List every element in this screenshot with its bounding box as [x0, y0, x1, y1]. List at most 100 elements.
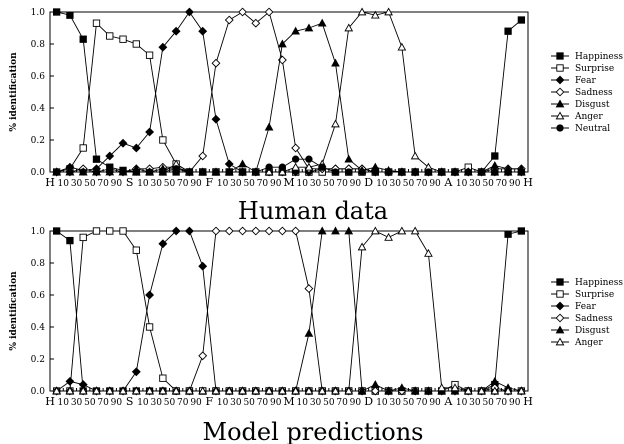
data-point: [119, 168, 127, 176]
x-tick-label: 50: [164, 179, 176, 189]
data-point: [199, 168, 207, 176]
data-point: [52, 168, 61, 176]
x-tick-label: 90: [350, 398, 362, 408]
data-point: [92, 386, 101, 395]
data-point: [490, 376, 500, 385]
data-point: [211, 386, 221, 395]
legend: Happiness Surprise Fear Sadness Disgust Anger: [551, 278, 623, 348]
y-tick-label: 1.0: [31, 227, 46, 237]
legend-label: Disgust: [575, 100, 610, 110]
data-point: [92, 19, 101, 27]
x-tick-label: 70: [177, 179, 189, 189]
x-tick-label: 10: [137, 398, 149, 408]
legend-label: Anger: [574, 338, 603, 348]
data-point: [291, 143, 301, 153]
data-point: [119, 227, 127, 235]
data-point: [171, 26, 181, 36]
data-point: [159, 374, 167, 382]
x-tick-label: S: [126, 176, 134, 189]
x-tick-label: 30: [230, 179, 242, 189]
data-point: [291, 226, 301, 236]
x-tick-label: 30: [469, 179, 481, 189]
data-point: [252, 168, 260, 176]
data-point: [357, 7, 367, 16]
data-point: [65, 376, 75, 386]
data-point: [265, 163, 273, 171]
data-point: [184, 7, 194, 17]
series-happiness: [52, 8, 526, 176]
data-point: [331, 168, 340, 176]
legend-marker: [556, 124, 564, 132]
x-tick-label: H: [523, 395, 533, 408]
data-point: [212, 168, 220, 176]
data-point: [145, 168, 154, 176]
data-point: [145, 386, 154, 395]
y-axis-label: % identification: [9, 271, 19, 351]
plot-frame: [49, 230, 529, 392]
series-line: [56, 22, 522, 173]
legend-label: Sadness: [575, 314, 613, 324]
legend-marker: [556, 52, 564, 60]
x-tick-label: 10: [456, 179, 468, 189]
data-point: [331, 119, 340, 128]
data-point: [277, 386, 287, 395]
data-point: [437, 383, 447, 392]
x-tick-label: 70: [496, 398, 508, 408]
data-point: [185, 168, 194, 176]
chart-caption: Model predictions: [203, 418, 424, 444]
x-tick-label: 50: [482, 398, 494, 408]
x-tick-label: 70: [416, 398, 428, 408]
data-point: [198, 351, 208, 361]
data-point: [344, 154, 354, 163]
data-point: [118, 138, 128, 148]
data-point: [491, 152, 499, 160]
data-point: [224, 226, 234, 236]
x-tick-label: 90: [270, 179, 282, 189]
data-point: [238, 226, 247, 236]
data-point: [238, 7, 247, 17]
x-tick-label: A: [443, 395, 453, 408]
data-point: [106, 168, 114, 176]
chart-caption: Human data: [238, 197, 388, 225]
data-point: [370, 10, 380, 19]
x-tick-label: 10: [297, 398, 309, 408]
data-point: [238, 386, 247, 395]
x-tick-label: 30: [150, 179, 162, 189]
x-tick-label: M: [283, 176, 294, 189]
data-point: [78, 386, 88, 395]
y-tick-label: 0.0: [31, 387, 46, 397]
legend-marker: [555, 111, 565, 120]
data-point: [370, 380, 380, 388]
x-tick-label: 30: [150, 398, 162, 408]
x-tick-label: 90: [429, 398, 441, 408]
x-tick-label: 10: [137, 179, 149, 189]
series-neutral: [52, 155, 526, 176]
data-point: [358, 168, 366, 176]
data-point: [331, 386, 340, 395]
data-point: [131, 386, 141, 395]
data-point: [397, 42, 407, 51]
x-tick-label: 90: [429, 179, 441, 189]
data-point: [145, 290, 155, 300]
data-point: [397, 226, 407, 235]
x-tick-label: 30: [469, 398, 481, 408]
data-point: [105, 386, 115, 395]
data-point: [490, 386, 500, 395]
data-point: [291, 26, 301, 35]
data-point: [397, 383, 407, 392]
data-point: [304, 284, 314, 294]
data-point: [370, 386, 380, 396]
series-line: [56, 230, 522, 392]
legend-label: Sadness: [575, 88, 613, 98]
legend-label: Surprise: [575, 290, 614, 300]
data-point: [211, 58, 221, 68]
x-tick-label: 30: [71, 398, 83, 408]
x-tick-label: 10: [58, 179, 70, 189]
data-point: [52, 8, 61, 16]
data-point: [291, 162, 301, 171]
data-point: [384, 168, 393, 176]
data-point: [79, 144, 87, 152]
x-tick-label: 10: [217, 179, 229, 189]
y-tick-label: 0.4: [31, 323, 46, 333]
y-tick-label: 0.2: [31, 136, 45, 146]
